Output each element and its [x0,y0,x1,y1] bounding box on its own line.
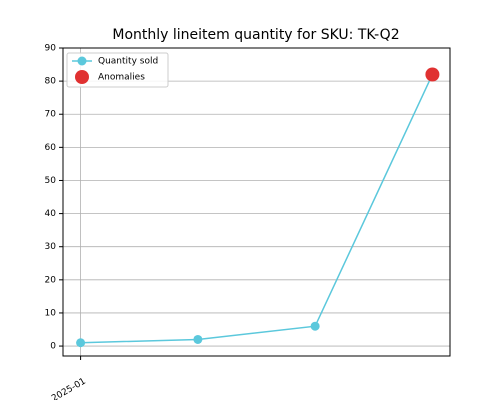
y-tick-label: 50 [45,176,57,186]
chart-title: Monthly lineitem quantity for SKU: TK-Q2 [112,27,399,43]
y-tick-label: 20 [45,275,57,285]
anomaly-marker [425,67,440,82]
y-tick-label: 0 [50,342,56,352]
y-tick-label: 70 [45,110,57,120]
legend-box [66,52,169,88]
y-tick-label: 90 [45,44,57,54]
point [76,338,86,348]
point [310,321,320,331]
y-tick-label: 30 [45,242,57,252]
line [80,74,434,344]
legend-label: Anomalies [98,73,145,83]
legend-marker [77,56,87,66]
y-tick-label: 40 [45,209,57,219]
y-tick-label: 60 [45,143,57,153]
plot-frame [62,47,451,357]
y-tick-label: 10 [45,308,57,318]
legend-label: Quantity sold [98,57,158,67]
y-tick-label: 80 [45,77,57,87]
legend-marker [75,70,89,84]
point [193,334,203,344]
legend: Quantity sold Anomalies [66,52,169,88]
